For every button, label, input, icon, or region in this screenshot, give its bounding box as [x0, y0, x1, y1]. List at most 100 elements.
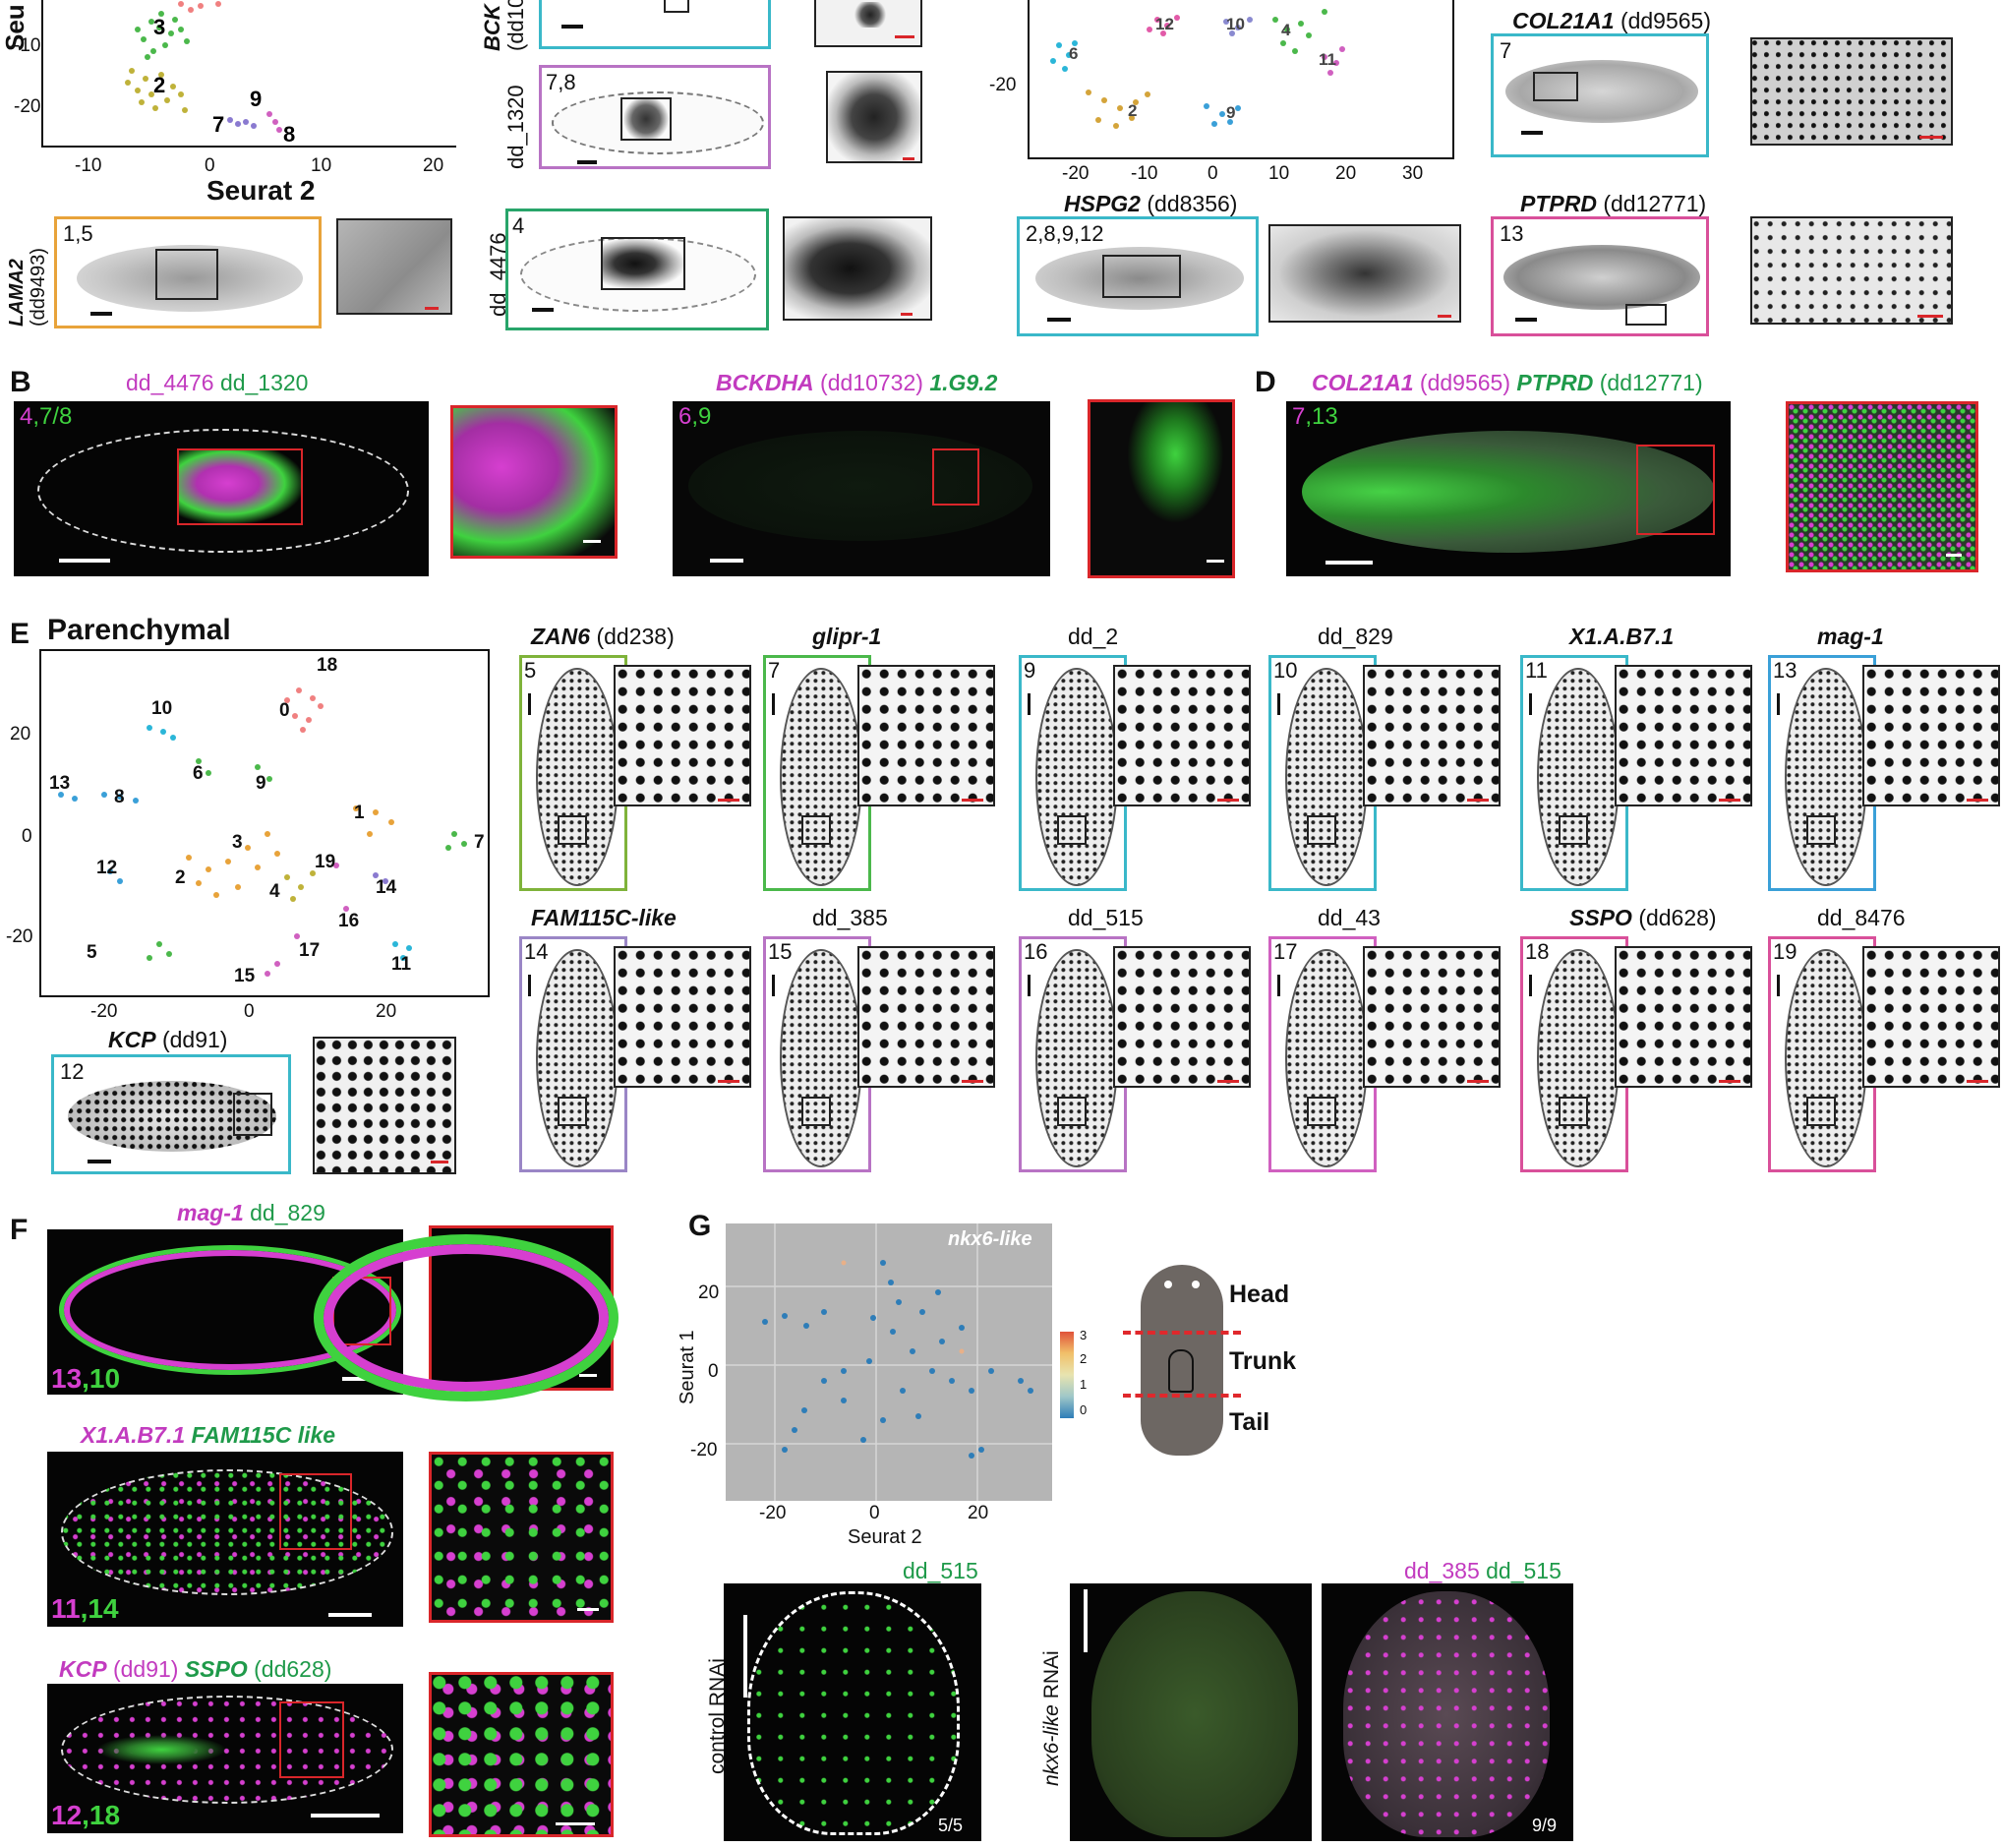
zoom-box: [801, 815, 831, 845]
planarian-image: [780, 668, 862, 886]
scale-bar: [328, 1613, 372, 1617]
cluster-label: 4: [1281, 21, 1291, 39]
inset-hspg2: [1268, 224, 1461, 323]
gene-caption: ZAN6 (dd238): [531, 624, 675, 650]
planarian-outline: [747, 1591, 960, 1835]
gene-image-box: 10: [1268, 655, 1377, 891]
gene-label-bck: BCK: [480, 4, 505, 51]
gene-image-box: 17: [1268, 936, 1377, 1172]
cluster-label: 17: [299, 940, 320, 961]
panel-letter-b: B: [10, 366, 31, 399]
colorbar-tick: 3: [1080, 1328, 1087, 1342]
colorbar: [1060, 1332, 1074, 1418]
zoom-box: [155, 249, 218, 300]
eye-icon: [1192, 1281, 1200, 1288]
zoom-box: [1559, 1097, 1588, 1126]
gene-inset: [614, 946, 751, 1088]
caption-ptprd: PTPRD (dd12771): [1520, 191, 1706, 217]
planarian-image: [1091, 1591, 1298, 1837]
gene-caption: dd_8476: [1817, 905, 1906, 931]
scale-bar: [1919, 136, 1943, 139]
gene-inset: [1862, 665, 2000, 806]
y-tick: -20: [690, 1440, 717, 1461]
cluster-label: 10: [151, 698, 172, 719]
umap-plot-g: nkx6-like: [726, 1223, 1052, 1501]
gene-inset: [1113, 665, 1251, 806]
scale-bar: [1529, 693, 1532, 715]
cluster-numbers: 13,10: [51, 1363, 120, 1395]
gene-caption: glipr-1: [812, 624, 881, 650]
pharynx-icon: [1168, 1349, 1194, 1393]
scale-bar: [962, 1080, 983, 1083]
colorbar-tick: 0: [1080, 1402, 1087, 1417]
zoom-box: [664, 0, 689, 13]
zoom-box: [1806, 1097, 1836, 1126]
umap-plot-e: 18 0 10 6 9 13 8 1 7 3 12 2 19 14 4 16 5…: [39, 649, 490, 997]
cluster-label: 6: [193, 763, 204, 784]
cluster-label: 3: [232, 832, 243, 853]
image-box-lama2: 1,5: [54, 216, 322, 328]
scale-bar: [1777, 975, 1780, 996]
scale-bar: [577, 1608, 599, 1611]
planarian-image: [536, 949, 619, 1167]
cluster-numbers: 6,9: [678, 403, 711, 431]
inset-f3: [429, 1672, 614, 1837]
panel-letter-e: E: [10, 618, 29, 651]
gene-label-lama2: LAMA2: [6, 259, 28, 327]
inset-dd1320: [826, 71, 922, 163]
panel-letter-f: F: [10, 1214, 28, 1247]
cluster-label: 11: [1319, 50, 1336, 69]
plot-label: nkx6-like: [948, 1228, 1032, 1250]
gene-id-bck: (dd10: [503, 0, 529, 51]
cluster-label: 16: [338, 911, 359, 931]
x-tick: 10: [311, 155, 331, 177]
y-tick: -20: [989, 75, 1016, 96]
region-tail: Tail: [1229, 1408, 1269, 1437]
fluorescence-image-nkx-merge: 9/9: [1322, 1583, 1573, 1841]
gene-image-box: 18: [1520, 936, 1628, 1172]
zoom-box: [1057, 815, 1087, 845]
gene-inset: [1363, 665, 1501, 806]
zoom-box: [1102, 255, 1181, 298]
scale-bar: [743, 1615, 747, 1698]
scale-bar: [425, 307, 439, 310]
zoom-box: [1559, 815, 1588, 845]
scale-bar: [528, 975, 531, 996]
y-tick: 0: [22, 826, 32, 848]
cluster-number: 11: [1525, 658, 1548, 684]
scale-bar: [895, 35, 914, 38]
inset-f2: [429, 1452, 614, 1623]
gene-id-lama2: (dd9493): [28, 248, 50, 327]
zoom-box: [801, 1097, 831, 1126]
panel-letter-g: G: [688, 1210, 711, 1243]
gene-image-box: 7: [763, 655, 871, 891]
planarian-image: [780, 949, 862, 1167]
scale-bar: [1326, 561, 1373, 565]
x-tick: -10: [75, 155, 101, 177]
cluster-numbers: 13: [1500, 221, 1523, 247]
cluster-label: 1: [354, 803, 365, 823]
cluster-label: 15: [234, 966, 256, 986]
gene-inset: [1862, 946, 2000, 1088]
x-tick: 20: [376, 1001, 396, 1023]
zoom-box: [279, 1473, 352, 1550]
gene-label-dd1320: dd_1320: [503, 85, 529, 169]
cluster-number: 7: [768, 658, 780, 684]
planarian-image: [1035, 668, 1118, 886]
cluster-label: 13: [49, 773, 70, 794]
cluster-number: 14: [524, 939, 548, 965]
zoom-box: [932, 448, 979, 506]
planarian-image: [688, 431, 1032, 541]
gene-inset: [1113, 946, 1251, 1088]
image-box-dd4476: 4: [505, 209, 769, 330]
gene-caption: mag-1: [1817, 624, 1884, 650]
gene-caption: SSPO (dd628): [1569, 905, 1717, 931]
caption-col21a1: COL21A1 (dd9565): [1512, 8, 1711, 34]
gene-inset: [614, 665, 751, 806]
gene-inset: [857, 946, 995, 1088]
x-tick: 0: [205, 155, 215, 177]
cluster-numbers: 4,7/8: [20, 403, 72, 431]
planarian-image: [1537, 668, 1620, 886]
image-box-hspg2: 2,8,9,12: [1017, 216, 1259, 336]
cluster-label: 11: [391, 954, 412, 975]
